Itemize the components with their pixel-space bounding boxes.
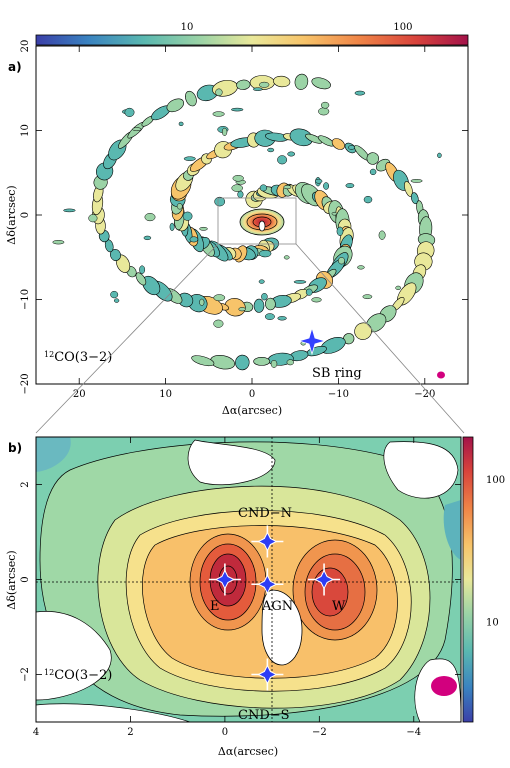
cnd-s-label: CND−S	[238, 708, 290, 723]
panel-label-a: a)	[8, 60, 22, 74]
markers-b	[208, 525, 341, 691]
xtick-b: 0	[222, 727, 228, 738]
ytick-a: 10	[20, 124, 31, 137]
xlabel-b: Δα(arcsec)	[218, 745, 278, 758]
panel-b: 4 2 0 −2 −4 2 0 −2 100 10 b) Δα(arcsec) Δδ(arcse…	[5, 436, 505, 758]
xtick-b: −4	[406, 727, 421, 738]
cnd-n-label: CND−N	[238, 506, 292, 521]
marker-e	[208, 563, 241, 596]
spiral-map	[52, 73, 442, 371]
colorbar-a	[35, 34, 469, 46]
colorbar-b	[462, 436, 474, 723]
star-marker-a	[297, 326, 327, 356]
axis-b-ticks: 4 2 0 −2 −4 2 0 −2	[20, 437, 461, 738]
xtick-b: 2	[127, 727, 133, 738]
marker-w	[308, 563, 341, 596]
ytick-a: −10	[20, 289, 31, 310]
ytick-a: 0	[20, 212, 31, 218]
xtick-a: −10	[328, 389, 349, 400]
zoom-line-left	[35, 243, 219, 434]
ytick-b: 2	[20, 481, 31, 487]
colorbar-a-tick: 10	[181, 22, 194, 33]
xtick-a: 10	[159, 389, 172, 400]
ytick-b: 0	[20, 576, 31, 582]
xlabel-a: Δα(arcsec)	[222, 404, 282, 417]
zoom-box	[217, 197, 297, 245]
colorbar-b-tick: 10	[486, 617, 499, 628]
panel-label-b: b)	[8, 441, 22, 455]
ytick-b: −2	[20, 667, 31, 682]
ylabel-a: Δδ(arcsec)	[5, 185, 18, 244]
ytick-a: 20	[20, 40, 31, 53]
xtick-a: −20	[414, 389, 435, 400]
w-label: W	[332, 599, 346, 614]
sb-ring-label: SB ring	[312, 366, 362, 381]
axis-a-ticks: 20 10 0 −10 −20 20 10 0 −10 −20	[20, 40, 468, 400]
co-label-a: 12CO(3−2)	[44, 350, 112, 366]
ylabel-b: Δδ(arcsec)	[5, 550, 18, 609]
e-label: E	[210, 599, 220, 614]
colorbar-b-tick: 100	[486, 475, 505, 486]
colorbar-a-ticks: 10 100	[181, 22, 413, 33]
marker-agn	[251, 568, 284, 601]
marker-cnd-s	[251, 658, 284, 691]
xtick-b: 4	[33, 727, 39, 738]
colorbar-a-tick: 100	[393, 22, 412, 33]
beam-b	[431, 676, 457, 696]
xtick-b: −2	[312, 727, 327, 738]
marker-cnd-n	[251, 525, 284, 558]
zoom-line-right	[295, 243, 465, 434]
agn-label: AGN	[261, 599, 293, 614]
xtick-a: 0	[249, 389, 255, 400]
xtick-a: 20	[73, 389, 86, 400]
ytick-a: −20	[20, 373, 31, 394]
colorbar-b-ticks: 100 10	[486, 475, 505, 629]
beam-a	[437, 371, 445, 379]
co-label-b: 12CO(3−2)	[44, 668, 112, 684]
